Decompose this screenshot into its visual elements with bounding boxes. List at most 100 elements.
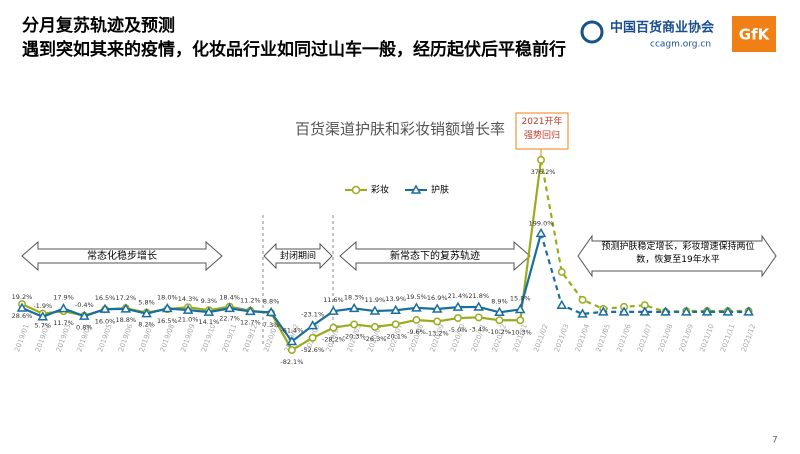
legend-marker: [351, 185, 361, 195]
data-label: -10.2%: [488, 328, 511, 336]
x-tick-label: 2021/12: [740, 323, 757, 353]
data-label: 12.7%: [240, 319, 261, 327]
x-tick-label: 2019/11: [221, 323, 238, 353]
data-label: 7.3%: [263, 321, 280, 329]
data-label: -13.2%: [426, 329, 449, 337]
data-label: 5.8%: [138, 299, 155, 307]
data-label: -52.6%: [301, 346, 324, 354]
x-tick-label: 2019/08: [159, 323, 176, 353]
point: [286, 335, 298, 346]
point: [348, 302, 360, 313]
data-label: -5.0%: [449, 326, 468, 334]
phase-label: 封闭期间: [280, 250, 316, 262]
point: [308, 333, 317, 342]
chart-title: 百货渠道护肤和彩妆销额增长率: [295, 120, 505, 138]
data-label: 18.3%: [344, 293, 365, 301]
data-label: 8.8%: [263, 297, 280, 305]
data-label: 9.3%: [201, 297, 218, 305]
page-number: 7: [772, 436, 778, 446]
data-label: 14.3%: [178, 295, 199, 303]
data-label: 0.8%: [76, 324, 93, 332]
point: [516, 316, 525, 325]
phase-arrow: [21, 240, 223, 272]
x-tick-label: 2021/02: [532, 323, 549, 353]
point: [743, 306, 754, 316]
logo-text: 中国百货商业协会: [610, 20, 715, 36]
x-tick-label: 2021/06: [615, 322, 633, 353]
x-tick-label: 2021/04: [574, 322, 592, 353]
data-label: 11.9%: [365, 296, 386, 304]
point: [182, 304, 194, 314]
point: [494, 306, 505, 317]
x-tick-label: 2021/10: [698, 323, 715, 353]
brand-box: [732, 16, 776, 52]
data-label: 16.9%: [427, 294, 448, 302]
data-label: -0.4%: [75, 301, 94, 309]
data-label: 21.8%: [468, 292, 489, 300]
point: [328, 305, 339, 315]
point: [350, 320, 359, 329]
point: [16, 302, 28, 312]
point: [245, 305, 256, 316]
callout-text: 2021开年强势回归: [521, 117, 563, 141]
point: [224, 302, 235, 313]
point: [473, 301, 485, 311]
point: [307, 320, 318, 330]
phase-label: 预测护肤稳定增长，彩妆增速保持两位数，恢复至19年水平: [601, 242, 755, 265]
data-label: 5.7%: [35, 322, 52, 330]
point: [639, 306, 651, 316]
x-tick-label: 2019/09: [179, 323, 196, 353]
point: [329, 323, 338, 332]
logo-icon: [580, 20, 604, 44]
point: [535, 227, 547, 238]
point: [265, 306, 277, 317]
point: [99, 303, 111, 313]
point: [577, 308, 588, 318]
x-tick-label: 2021/05: [595, 323, 612, 353]
data-label: 21.4%: [448, 292, 469, 300]
data-label: 28.6%: [12, 312, 33, 320]
point: [162, 303, 173, 313]
callout-wrap: 2021开年强势回归: [521, 117, 563, 141]
data-label: 16.5%: [95, 294, 116, 302]
data-label: -3.4%: [469, 325, 488, 333]
point: [537, 155, 545, 164]
point: [557, 268, 566, 276]
data-label: 8.9%: [491, 297, 508, 305]
point: [701, 306, 713, 316]
point: [58, 303, 69, 313]
data-label: 11.2%: [240, 296, 261, 304]
data-label: 21.0%: [178, 315, 199, 323]
legend-label: 护肤: [431, 184, 449, 196]
data-label: -23.1%: [301, 311, 324, 319]
forecast-line: [539, 159, 749, 313]
data-label: 8.2%: [138, 321, 155, 329]
slide-title: 分月复苏轨迹及预测: [22, 15, 175, 36]
point: [37, 311, 49, 321]
point: [370, 322, 379, 331]
brand-logo: GfK: [739, 26, 771, 44]
point: [454, 314, 462, 323]
data-label: -61.4%: [280, 326, 303, 334]
x-tick-label: 2019/05: [96, 323, 113, 353]
point: [412, 316, 421, 324]
point: [660, 306, 671, 316]
data-label: 16.5%: [157, 317, 178, 325]
x-tick-label: 2019/12: [242, 323, 259, 353]
point: [514, 303, 526, 314]
point: [681, 306, 692, 316]
callout-box: [515, 112, 569, 150]
data-label: 199.0%: [529, 219, 554, 227]
phase-arrow: [263, 242, 333, 270]
phase-arrow: [339, 240, 531, 272]
point: [369, 305, 381, 315]
point: [411, 302, 422, 312]
point: [578, 295, 587, 304]
point: [556, 299, 568, 309]
point: [431, 303, 443, 313]
logo-url: ccagm.org.cn: [650, 40, 711, 50]
data-label: 18.0%: [157, 294, 178, 302]
data-label: 11.7%: [53, 319, 74, 327]
